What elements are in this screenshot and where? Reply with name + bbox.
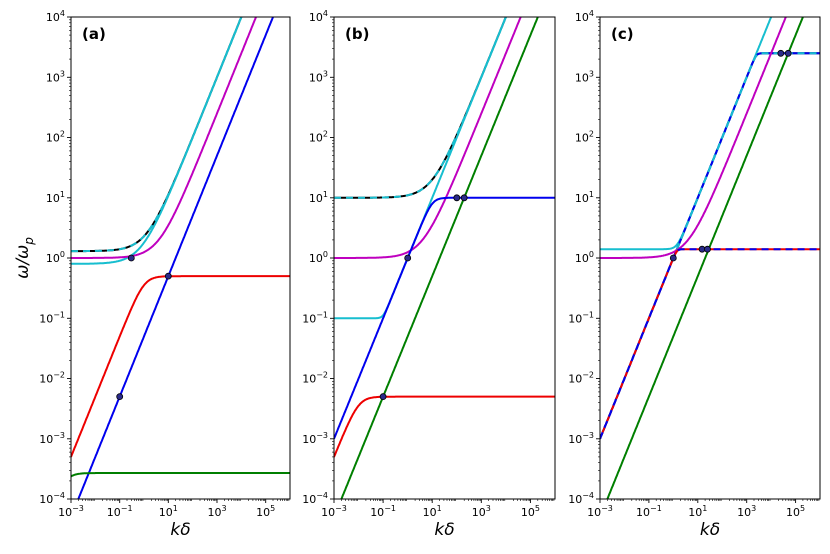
series-magenta-line: [334, 17, 522, 259]
x-tick-label: 10−3: [587, 504, 613, 519]
intersection-points: [379, 194, 468, 401]
minor-ticks: [332, 19, 555, 501]
y-tick-label: 10−1: [302, 310, 328, 325]
y-tick-label: 102: [46, 130, 65, 145]
series-green-line: [606, 17, 804, 499]
x-axis-title: kδ: [700, 520, 720, 540]
series-group: [600, 17, 820, 499]
x-tick-label: 105: [256, 504, 275, 519]
y-tick-label: 10−4: [302, 491, 328, 506]
x-tick-label: 105: [786, 504, 805, 519]
intersection-point: [460, 194, 468, 202]
y-tick-label: 103: [575, 69, 594, 84]
y-tick-label: 101: [575, 190, 594, 205]
x-tick-label: 101: [159, 504, 178, 519]
y-tick-label: 100: [575, 250, 594, 265]
y-tick-label: 10−2: [39, 371, 65, 386]
x-axis-ticks: 10−3 10−1 101 103 105: [58, 499, 275, 519]
series-group: [334, 17, 555, 499]
y-axis-ticks: 10−4 10−3 10−2 10−1 100 101 102 103 104: [302, 9, 334, 506]
intersection-point: [164, 272, 172, 280]
series-cyan-dash-overlay: [334, 17, 507, 199]
intersection-point: [404, 254, 412, 262]
x-axis-ticks: 10−3 10−1 101 103 105: [587, 499, 805, 519]
y-tick-label: 10−4: [39, 491, 65, 506]
x-tick-label: 103: [207, 504, 226, 519]
y-tick-label: 104: [46, 9, 65, 24]
y-tick-label: 102: [575, 130, 594, 145]
x-tick-label: 10−3: [58, 504, 84, 519]
series-group: [71, 17, 290, 499]
series-red-line: [600, 248, 820, 440]
series-cyan-line: [334, 17, 508, 320]
y-tick-label: 10−4: [568, 491, 594, 506]
panel-2: 10−3 10−1 101 103 10510−410−310−210−11001011…: [302, 9, 556, 540]
intersection-point: [116, 393, 124, 401]
minor-ticks: [598, 19, 820, 501]
series-green-line: [340, 17, 539, 499]
y-tick-label: 10−1: [39, 310, 65, 325]
intersection-point: [784, 49, 792, 57]
y-axis-title-group: ω/ωp: [13, 237, 36, 279]
x-axis-ticks: 10−3 10−1 101 103 105: [321, 499, 540, 519]
intersection-point: [777, 49, 785, 57]
y-axis-ticks: 10−4 10−3 10−2 10−1 100 101 102 103 104: [39, 9, 71, 506]
y-tick-label: 10−2: [568, 371, 594, 386]
x-tick-label: 10−3: [321, 504, 347, 519]
intersection-point: [127, 254, 135, 262]
x-axis-title: kδ: [170, 520, 190, 540]
x-tick-label: 10−1: [636, 504, 662, 519]
y-tick-label: 10−2: [302, 371, 328, 386]
minor-ticks: [69, 19, 290, 501]
intersection-points: [116, 254, 172, 401]
series-blue-line: [77, 17, 275, 499]
intersection-point: [669, 254, 677, 262]
series-red-line: [71, 275, 290, 458]
y-tick-label: 10−3: [302, 431, 328, 446]
x-tick-label: 101: [423, 504, 442, 519]
series-red-line: [334, 395, 555, 458]
y-tick-label: 101: [309, 190, 328, 205]
y-axis-ticks: 10−4 10−3 10−2 10−1 100 101 102 103 104: [568, 9, 600, 506]
x-tick-label: 103: [472, 504, 491, 519]
panel-label: (b): [345, 25, 369, 43]
x-tick-label: 103: [737, 504, 756, 519]
y-tick-label: 101: [46, 190, 65, 205]
intersection-point: [704, 245, 711, 253]
series-green-line: [71, 472, 290, 478]
x-tick-label: 105: [521, 504, 540, 519]
y-tick-label: 10−1: [568, 310, 594, 325]
x-axis-title: kδ: [434, 520, 454, 540]
series-blue-dash-overlay: [600, 248, 820, 440]
intersection-point: [379, 393, 387, 401]
y-tick-label: 10−3: [568, 431, 594, 446]
y-tick-label: 102: [309, 130, 328, 145]
x-tick-label: 10−1: [370, 504, 396, 519]
y-tick-label: 100: [46, 250, 65, 265]
series-cyan-line: [71, 17, 243, 265]
panel-label: (a): [82, 25, 106, 43]
x-tick-label: 10−1: [107, 504, 133, 519]
y-tick-label: 104: [575, 9, 594, 24]
series-blue-line: [334, 196, 555, 440]
y-tick-label: 103: [309, 69, 328, 84]
y-tick-label: 103: [46, 69, 65, 84]
intersection-points: [669, 49, 792, 262]
panel-label: (c): [611, 25, 634, 43]
panel-3: 10−3 10−1 101 103 10510−410−310−210−11001011…: [568, 9, 821, 540]
y-tick-label: 104: [309, 9, 328, 24]
x-tick-label: 101: [688, 504, 707, 519]
series-magenta-line: [71, 17, 258, 259]
panel-1: 10−3 10−1 101 103 10510−410−310−210−11001011…: [39, 9, 291, 540]
y-tick-label: 100: [309, 250, 328, 265]
y-tick-label: 10−3: [39, 431, 65, 446]
intersection-point: [453, 194, 461, 202]
y-axis-title: ω/ωp: [13, 237, 36, 279]
series-magenta-line: [600, 17, 787, 259]
